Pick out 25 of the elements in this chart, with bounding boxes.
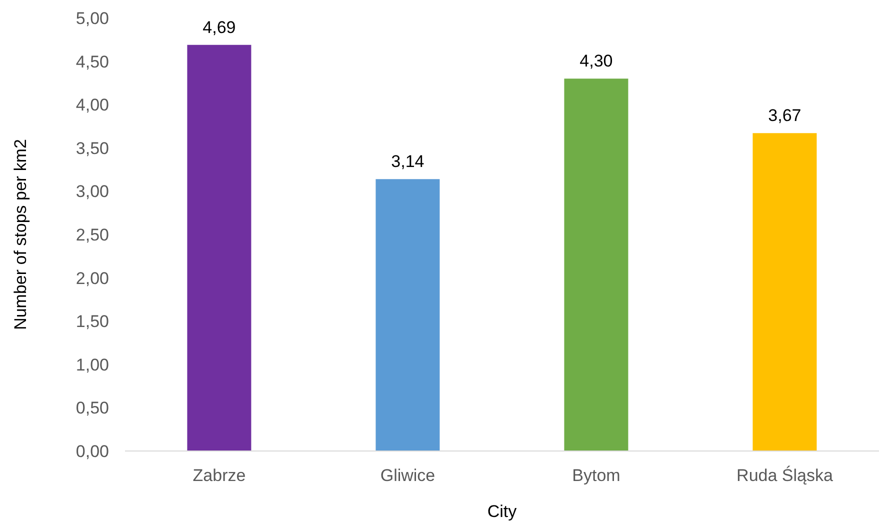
data-label: 3,67: [768, 106, 802, 126]
x-tick-label: Ruda Śląska: [736, 465, 834, 486]
y-axis-title: Number of stops per km2: [11, 139, 30, 330]
y-tick-label: 2,00: [76, 268, 109, 288]
y-tick-label: 3,00: [76, 182, 109, 202]
y-tick-label: 2,50: [76, 226, 109, 245]
y-tick-label: 1,00: [76, 355, 109, 374]
bar: [187, 44, 252, 451]
x-axis-title: City: [487, 502, 518, 521]
y-tick-label: 0,50: [76, 398, 109, 418]
y-tick-label: 4,50: [76, 52, 109, 72]
y-tick-label: 3,50: [76, 138, 109, 158]
y-tick-label: 0,00: [76, 442, 109, 462]
y-tick-label: 4,00: [76, 96, 109, 115]
bar: [752, 133, 817, 451]
bar: [376, 179, 440, 451]
data-label: 4,69: [202, 18, 236, 37]
y-tick-label: 1,50: [76, 312, 109, 332]
x-tick-label: Zabrze: [192, 466, 246, 486]
y-tick-label: 5,00: [76, 9, 109, 28]
data-label: 4,30: [580, 52, 613, 71]
data-label: 3,14: [391, 152, 424, 172]
bar: [564, 78, 628, 451]
x-tick-label: Gliwice: [380, 466, 436, 486]
x-tick-label: Bytom: [572, 466, 620, 486]
